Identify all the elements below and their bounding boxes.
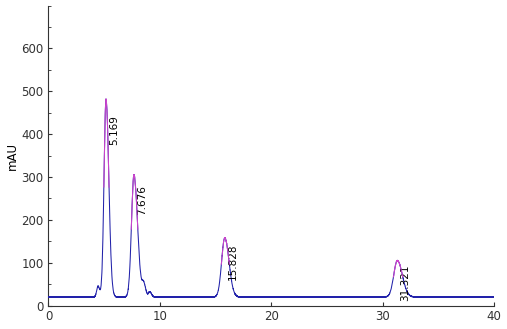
Text: 5.169: 5.169 (109, 115, 119, 145)
Y-axis label: mAU: mAU (6, 141, 19, 169)
Text: 7.676: 7.676 (137, 185, 147, 215)
Text: 15.828: 15.828 (228, 243, 238, 280)
Text: 31.321: 31.321 (400, 264, 410, 301)
